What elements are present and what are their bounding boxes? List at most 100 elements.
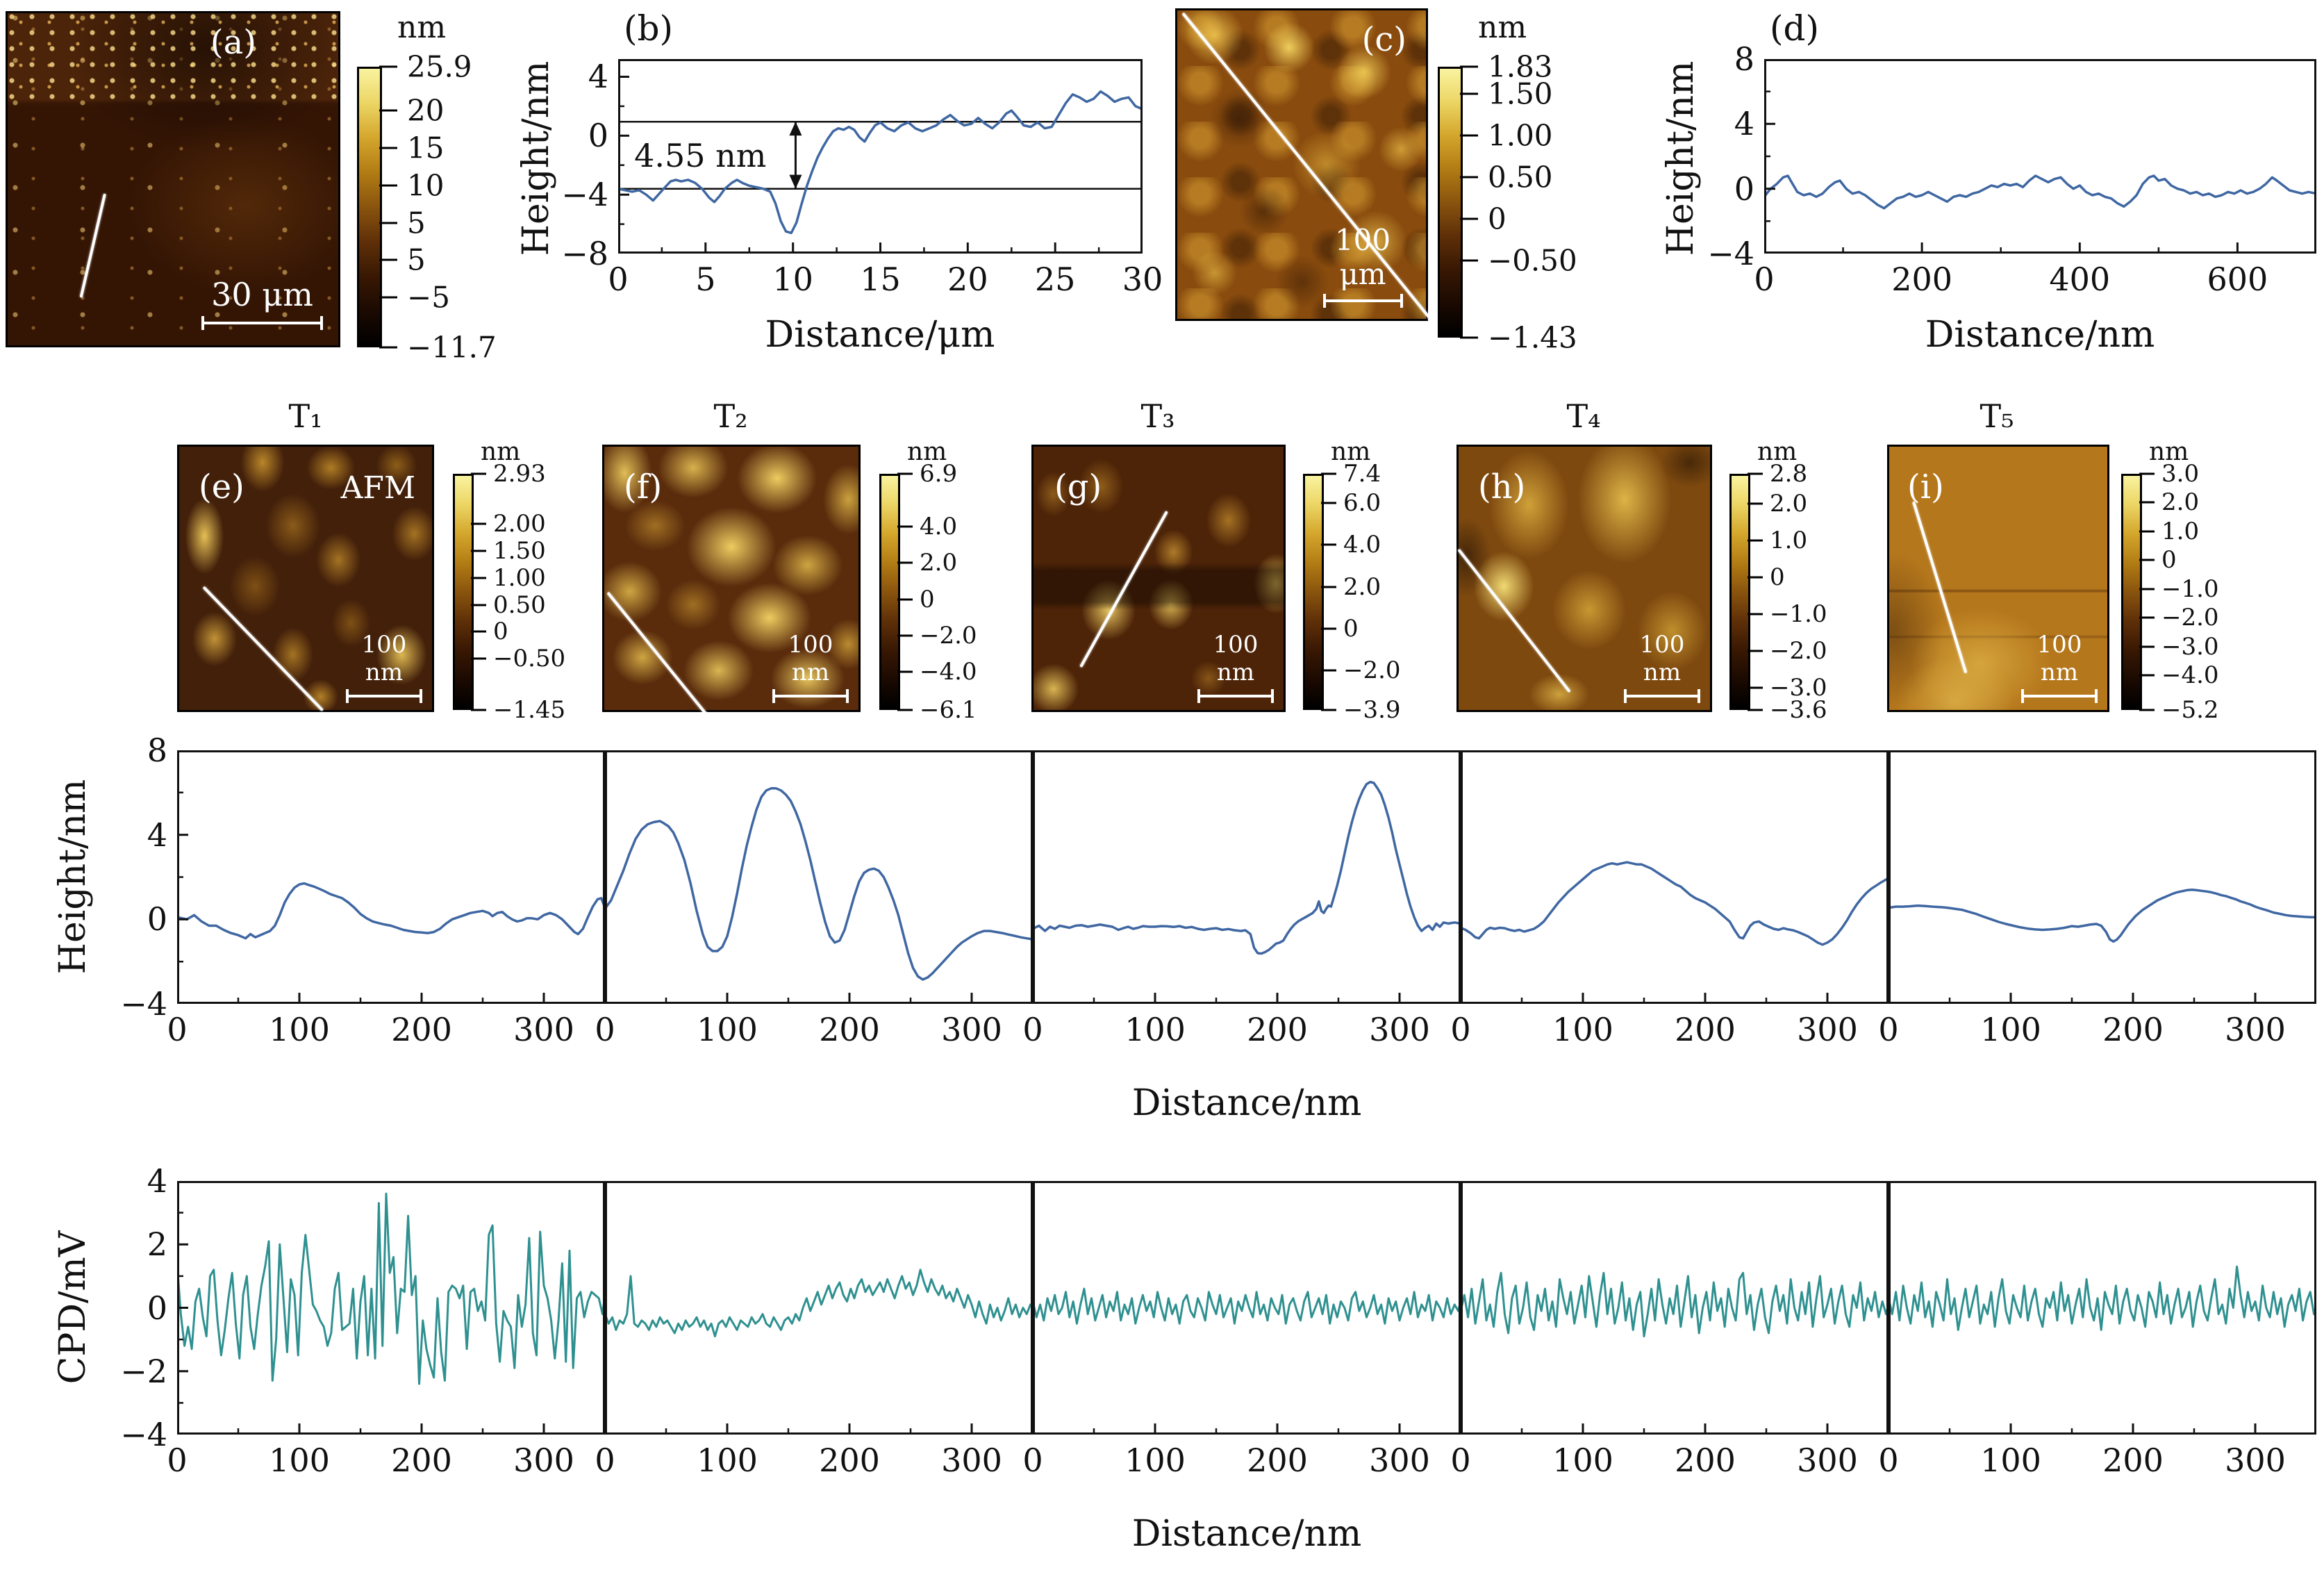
colorbar-tick bbox=[1748, 472, 1763, 475]
afm-mode-label: AFM bbox=[340, 470, 415, 506]
colorbar-tick bbox=[471, 522, 486, 525]
colorbar-tick-label: −1.45 bbox=[493, 696, 566, 724]
y-tick-label: 8 bbox=[147, 732, 167, 769]
profile-line-marker-g bbox=[1079, 511, 1168, 668]
plot-cpd-t3: 0 100 200 300 bbox=[1022, 1181, 1462, 1476]
plot-height-t4: 0 100 200 300 bbox=[1450, 750, 1890, 1046]
scalebar-line-g bbox=[1197, 689, 1274, 703]
scalebar-label-f: 100 nm bbox=[788, 631, 833, 686]
scalebar-c: 100 μm bbox=[1311, 223, 1415, 308]
y-tick-label: 4 bbox=[147, 1162, 167, 1200]
x-tick-label: 100 bbox=[269, 1011, 330, 1048]
plot-height-t5: 0 100 200 300 bbox=[1878, 750, 2318, 1046]
colorbar-tick bbox=[471, 577, 486, 579]
y-tick-label: 4 bbox=[147, 816, 167, 854]
x-tick-label: 300 bbox=[1797, 1011, 1858, 1048]
colorbar-g: nm 7.4 6.0 4.0 2.0 0 −2.0 −3.9 bbox=[1300, 438, 1432, 724]
colorbar-tick-label: −0.50 bbox=[493, 645, 566, 673]
x-tick-label: 100 bbox=[1980, 1011, 2041, 1048]
x-tick-label: 0 bbox=[1754, 261, 1775, 298]
scalebar-label-e: 100 nm bbox=[361, 631, 407, 686]
colorbar-unit-label: nm bbox=[1331, 438, 1371, 466]
x-tick-label: 0 bbox=[1450, 1011, 1471, 1048]
x-tick-label: 300 bbox=[513, 1011, 574, 1048]
colorbar-tick-label: 2.0 bbox=[1770, 489, 1808, 518]
colorbar-tick bbox=[1460, 134, 1478, 137]
x-tick-label: 20 bbox=[947, 261, 988, 298]
chart-canvas bbox=[617, 59, 1144, 255]
chart-canvas bbox=[1763, 58, 2318, 255]
x-tick-label: 200 bbox=[1675, 1011, 1736, 1048]
colorbar-unit-label: nm bbox=[907, 438, 947, 466]
colorbar-tick bbox=[2139, 501, 2155, 504]
profile-line-marker-h bbox=[1457, 548, 1571, 693]
chart-canvas bbox=[1887, 1181, 2318, 1435]
plot-cpd-t5: 0 100 200 300 bbox=[1878, 1181, 2318, 1476]
colorbar-tick bbox=[2139, 674, 2155, 677]
colorbar-tick bbox=[1748, 576, 1763, 579]
scalebar-line-i bbox=[2021, 689, 2098, 703]
colorbar-tick bbox=[1748, 650, 1763, 652]
x-tick-label: 5 bbox=[695, 261, 716, 298]
height-row-ylabel: Height/nm bbox=[52, 779, 94, 975]
colorbar-tick-label: 2.00 bbox=[493, 510, 546, 538]
colorbar-tick-label: 2.8 bbox=[1770, 460, 1808, 488]
colorbar-tick bbox=[379, 258, 397, 261]
scalebar-label-i: 100 nm bbox=[2036, 631, 2082, 686]
colorbar-tick bbox=[1321, 627, 1336, 630]
colorbar-tick-label: −2.0 bbox=[2161, 604, 2219, 632]
colorbar-tick bbox=[2139, 588, 2155, 590]
colorbar-tick bbox=[897, 472, 913, 475]
x-tick-label: 200 bbox=[2102, 1011, 2164, 1048]
chart-canvas bbox=[1887, 750, 2318, 1004]
colorbar-gradient bbox=[2121, 474, 2142, 710]
colorbar-tick-label: 6.0 bbox=[1343, 489, 1381, 518]
colorbar-tick-label: 0 bbox=[493, 618, 508, 646]
colorbar-tick bbox=[379, 65, 397, 68]
scalebar-e: 100 nm bbox=[346, 631, 422, 703]
colorbar-tick-label: 4.0 bbox=[1343, 531, 1381, 559]
colorbar-tick-label: 10 bbox=[407, 168, 445, 203]
x-tick-label: 0 bbox=[1878, 1442, 1899, 1479]
x-tick-label: 30 bbox=[1122, 261, 1163, 298]
chart-canvas bbox=[1459, 1181, 1890, 1435]
x-tick-label: 300 bbox=[2225, 1442, 2286, 1479]
scalebar-a: 30 μm bbox=[201, 276, 323, 330]
colorbar-tick bbox=[1321, 586, 1336, 588]
x-tick-label: 100 bbox=[1124, 1011, 1186, 1048]
colorbar-unit-label: nm bbox=[1757, 438, 1798, 466]
colorbar-tick-label: 2.0 bbox=[2161, 488, 2200, 517]
colorbar-tick-label: −0.50 bbox=[1488, 243, 1577, 278]
colorbar-c: nm 1.83 1.50 1.00 0.50 0 −0.50 −1.43 bbox=[1432, 10, 1613, 355]
colorbar-tick bbox=[1321, 502, 1336, 504]
x-tick-label: 0 bbox=[1022, 1011, 1043, 1048]
colorbar-tick bbox=[2139, 530, 2155, 533]
colorbar-tick bbox=[379, 346, 397, 349]
scalebar-line-a bbox=[201, 316, 323, 330]
colorbar-tick-label: −3.0 bbox=[1770, 674, 1827, 702]
scalebar-label-a: 30 μm bbox=[211, 276, 313, 313]
scalebar-i: 100 nm bbox=[2021, 631, 2098, 703]
colorbar-gradient bbox=[1303, 474, 1324, 710]
profile-line-marker-i bbox=[1912, 501, 1968, 674]
colorbar-tick-label: −3.9 bbox=[1343, 696, 1401, 724]
x-tick-label: 200 bbox=[1675, 1442, 1736, 1479]
colorbar-tick-label: 15 bbox=[407, 131, 445, 165]
scalebar-label-g: 100 nm bbox=[1213, 631, 1259, 686]
x-tick-label: 600 bbox=[2207, 261, 2268, 298]
panel-label-b: (b) bbox=[624, 8, 674, 49]
plot-cpd-t4: 0 100 200 300 bbox=[1450, 1181, 1890, 1476]
y-tick-label: −2 bbox=[120, 1352, 167, 1390]
panel-label-f: (f) bbox=[624, 468, 663, 506]
plot-b-ylabel: Height/nm bbox=[515, 60, 557, 256]
y-tick-label: 0 bbox=[147, 900, 167, 939]
profile-line-marker-f bbox=[606, 591, 709, 717]
colorbar-tick-label: 2.0 bbox=[920, 549, 958, 577]
chart-canvas bbox=[604, 750, 1034, 1004]
colorbar-tick bbox=[2139, 472, 2155, 475]
colorbar-tick bbox=[1748, 539, 1763, 542]
x-tick-label: 0 bbox=[167, 1442, 188, 1479]
y-tick-label: 0 bbox=[1734, 170, 1754, 208]
colorbar-tick-label: −5 bbox=[407, 280, 450, 315]
